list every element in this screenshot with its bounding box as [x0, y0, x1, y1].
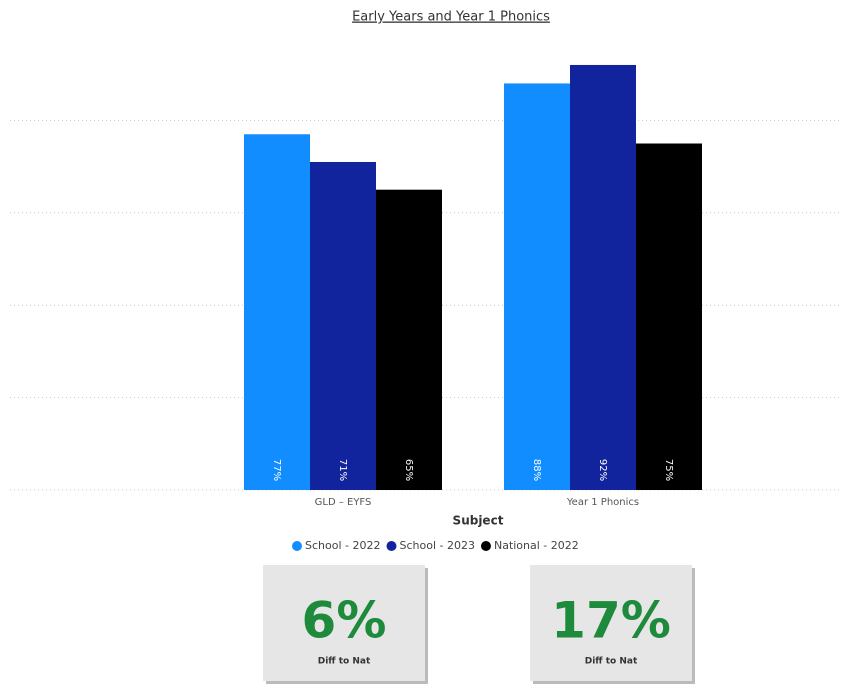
bar	[376, 189, 442, 490]
card-label: Diff to Nat	[318, 657, 371, 667]
card-label: Diff to Nat	[585, 657, 638, 667]
x-tick-label: Year 1 Phonics	[566, 497, 639, 508]
data-label: 75%	[663, 459, 674, 481]
data-label: 65%	[403, 459, 414, 481]
data-label: 92%	[597, 459, 608, 481]
chart-title: Early Years and Year 1 Phonics	[352, 10, 550, 25]
bar	[636, 143, 702, 490]
legend-marker	[292, 541, 302, 551]
data-label: 71%	[337, 459, 348, 481]
card-value: 6%	[302, 592, 387, 650]
card	[263, 565, 425, 681]
legend-marker	[480, 541, 491, 551]
data-label: 88%	[531, 459, 542, 481]
x-tick-label: GLD – EYFS	[315, 497, 372, 508]
data-label: 77%	[271, 459, 282, 481]
bar	[504, 83, 570, 490]
legend-label: National - 2022	[494, 539, 579, 552]
bar	[244, 134, 310, 490]
card	[530, 565, 692, 681]
legend-label: School - 2022	[305, 539, 380, 552]
x-axis-title: Subject	[453, 514, 504, 528]
legend-marker	[386, 541, 397, 551]
card-value: 17%	[551, 592, 671, 650]
legend-label: School - 2023	[399, 539, 474, 552]
bar	[310, 161, 376, 491]
bar	[570, 64, 636, 491]
